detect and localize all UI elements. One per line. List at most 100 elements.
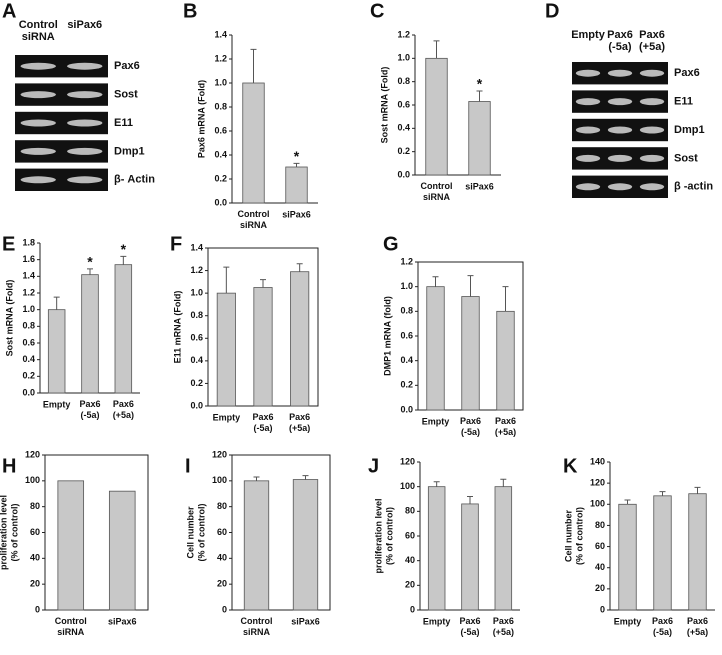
y-axis-label: proliferation level bbox=[0, 495, 8, 570]
panel-letter: A bbox=[2, 0, 16, 22]
y-tick-label: 60 bbox=[595, 541, 605, 551]
bar bbox=[425, 57, 448, 176]
lane-label: siPax6 bbox=[67, 19, 102, 31]
bar bbox=[292, 479, 319, 611]
error-bar bbox=[624, 499, 631, 505]
bar bbox=[427, 486, 446, 611]
x-tick-label: Pax6 (-5a) bbox=[252, 412, 273, 433]
panel-letter: I bbox=[185, 455, 191, 477]
panel-letter: D bbox=[545, 0, 559, 22]
bar bbox=[290, 271, 310, 407]
bar bbox=[653, 495, 672, 611]
x-tick-label: Pax6 (-5a) bbox=[79, 399, 100, 420]
y-tick-label: 1.4 bbox=[22, 271, 35, 281]
y-tick-label: 0.0 bbox=[400, 404, 413, 414]
bar bbox=[57, 480, 85, 611]
y-axis-label: (% of control) bbox=[384, 507, 394, 565]
y-tick-label: 1.4 bbox=[214, 29, 227, 39]
y-tick-label: 0.6 bbox=[397, 99, 410, 109]
bar bbox=[47, 309, 66, 394]
y-axis-label: Sost mRNA (Fold) bbox=[379, 67, 389, 144]
x-tick-label: Empty bbox=[422, 416, 450, 426]
y-tick-label: 80 bbox=[30, 501, 40, 511]
gel-band bbox=[575, 183, 601, 191]
y-tick-label: 1.2 bbox=[214, 53, 227, 63]
gel-band bbox=[20, 91, 56, 99]
x-tick-label: Empty bbox=[43, 399, 71, 409]
y-tick-label: 40 bbox=[30, 553, 40, 563]
x-tick-label: siPax6 bbox=[282, 209, 311, 219]
y-tick-label: 0.2 bbox=[22, 371, 35, 381]
y-tick-label: 0.8 bbox=[214, 101, 227, 111]
y-axis-label: DMP1 mRNA (fold) bbox=[382, 296, 392, 376]
significance-mark: * bbox=[121, 241, 127, 257]
y-tick-label: 1.4 bbox=[190, 242, 203, 252]
band-label: E11 bbox=[674, 96, 693, 108]
y-axis-label: Cell number bbox=[563, 510, 573, 563]
y-tick-label: 0.8 bbox=[400, 306, 413, 316]
y-tick-label: 0 bbox=[222, 604, 227, 614]
gel-band bbox=[639, 154, 665, 162]
y-tick-label: 0.8 bbox=[22, 321, 35, 331]
bar bbox=[494, 486, 513, 611]
bar bbox=[243, 480, 270, 611]
gel-strip bbox=[15, 140, 108, 163]
y-tick-label: 0.8 bbox=[190, 310, 203, 320]
panel-letter: H bbox=[2, 455, 16, 477]
lane-label: Control siRNA bbox=[19, 19, 58, 43]
y-tick-label: 40 bbox=[595, 562, 605, 572]
error-bar bbox=[53, 296, 60, 310]
y-tick-label: 1.2 bbox=[22, 287, 35, 297]
gel-strip bbox=[15, 83, 108, 106]
x-tick-label: Control siRNA bbox=[238, 209, 270, 230]
y-tick-label: 1.0 bbox=[400, 281, 413, 291]
band-label: Sost bbox=[114, 89, 138, 101]
panel-letter: E bbox=[2, 233, 15, 255]
bar bbox=[285, 166, 308, 204]
bar bbox=[242, 82, 265, 204]
error-bar bbox=[476, 90, 483, 102]
x-tick-label: Pax6 (+5a) bbox=[289, 412, 310, 433]
gel-band bbox=[20, 62, 56, 70]
y-tick-label: 20 bbox=[405, 580, 415, 590]
gel-strip bbox=[15, 168, 108, 191]
x-tick-label: Empty bbox=[423, 616, 451, 626]
band-label: β -actin bbox=[674, 181, 713, 193]
y-tick-label: 120 bbox=[400, 456, 415, 466]
gel-band bbox=[67, 62, 103, 70]
gel-band bbox=[575, 126, 601, 134]
y-tick-label: 120 bbox=[25, 449, 40, 459]
gel-band bbox=[67, 176, 103, 184]
gel-band bbox=[607, 98, 633, 106]
y-tick-label: 1.0 bbox=[214, 77, 227, 87]
band-label: Dmp1 bbox=[674, 124, 705, 136]
gel-band bbox=[20, 147, 56, 155]
y-tick-label: 40 bbox=[405, 555, 415, 565]
y-tick-label: 0.4 bbox=[190, 355, 203, 365]
bar bbox=[618, 503, 637, 611]
y-tick-label: 0 bbox=[600, 604, 605, 614]
y-tick-label: 1.8 bbox=[22, 237, 35, 247]
error-bar bbox=[253, 476, 260, 481]
error-bar bbox=[302, 475, 309, 480]
x-tick-label: Pax6 (+5a) bbox=[113, 399, 134, 420]
y-tick-label: 0.4 bbox=[397, 123, 410, 133]
gel-band bbox=[639, 98, 665, 106]
y-axis-label: Sost mRNA (Fold) bbox=[4, 280, 14, 357]
gel-band bbox=[639, 183, 665, 191]
y-tick-label: 140 bbox=[590, 456, 605, 466]
x-tick-label: Empty bbox=[213, 412, 241, 422]
y-axis-label: (% of control) bbox=[196, 504, 206, 562]
x-tick-label: Pax6 (-5a) bbox=[460, 416, 481, 437]
x-tick-label: Control siRNA bbox=[241, 616, 273, 637]
y-tick-label: 120 bbox=[212, 449, 227, 459]
y-tick-label: 0.8 bbox=[397, 76, 410, 86]
error-bar bbox=[433, 481, 440, 487]
band-label: Pax6 bbox=[114, 60, 140, 72]
gel-strip bbox=[15, 111, 108, 135]
y-tick-label: 20 bbox=[217, 579, 227, 589]
x-tick-label: Pax6 (+5a) bbox=[495, 416, 516, 437]
significance-mark: * bbox=[294, 148, 300, 164]
bar bbox=[114, 264, 133, 394]
